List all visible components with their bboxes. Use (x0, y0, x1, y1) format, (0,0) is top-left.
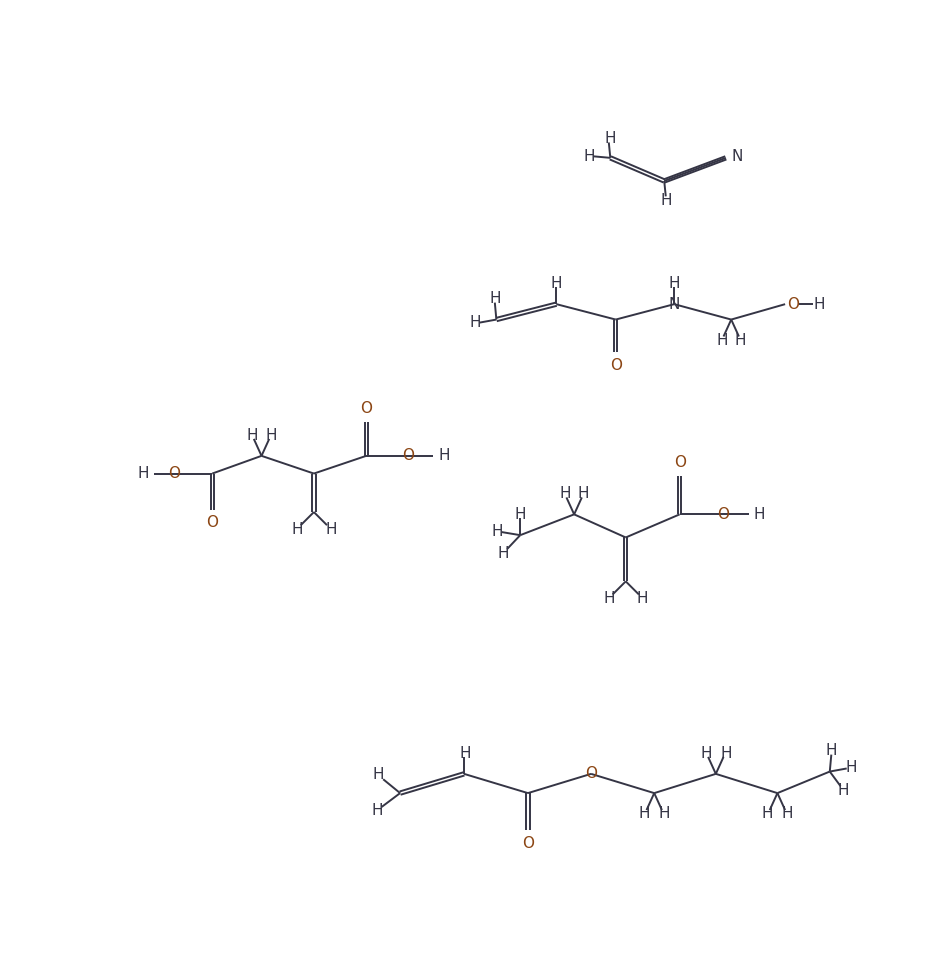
Text: H: H (660, 194, 671, 208)
Text: O: O (786, 297, 799, 312)
Text: H: H (603, 591, 615, 606)
Text: H: H (491, 524, 503, 539)
Text: O: O (360, 400, 372, 416)
Text: H: H (578, 486, 589, 501)
Text: H: H (659, 806, 670, 822)
Text: O: O (609, 359, 622, 373)
Text: H: H (720, 745, 731, 761)
Text: H: H (762, 806, 773, 822)
Text: H: H (845, 761, 857, 775)
Text: H: H (489, 292, 501, 306)
Text: H: H (137, 466, 149, 481)
Text: H: H (782, 806, 793, 822)
Text: H: H (438, 449, 449, 463)
Text: H: H (469, 315, 481, 330)
Text: O: O (585, 766, 597, 781)
Text: H: H (559, 486, 570, 501)
Text: H: H (460, 745, 471, 761)
Text: N: N (668, 297, 680, 312)
Text: H: H (371, 802, 383, 818)
Text: H: H (700, 745, 711, 761)
Text: H: H (373, 767, 385, 782)
Text: O: O (674, 454, 685, 470)
Text: O: O (402, 449, 414, 463)
Text: H: H (498, 547, 509, 561)
Text: H: H (550, 276, 563, 291)
Text: H: H (825, 743, 837, 759)
Text: O: O (207, 515, 218, 530)
Text: O: O (168, 466, 180, 481)
Text: H: H (325, 521, 337, 537)
Text: H: H (605, 131, 616, 146)
Text: H: H (637, 591, 648, 606)
Text: H: H (716, 332, 727, 348)
Text: O: O (718, 507, 729, 522)
Text: H: H (735, 332, 746, 348)
Text: H: H (514, 507, 526, 522)
Text: H: H (265, 427, 276, 443)
Text: H: H (583, 149, 594, 164)
Text: H: H (754, 507, 765, 522)
Text: H: H (838, 783, 849, 797)
Text: H: H (247, 427, 258, 443)
Text: O: O (522, 836, 534, 852)
Text: N: N (732, 149, 744, 164)
Text: H: H (639, 806, 650, 822)
Text: H: H (291, 521, 303, 537)
Text: H: H (813, 297, 824, 312)
Text: H: H (668, 276, 680, 291)
